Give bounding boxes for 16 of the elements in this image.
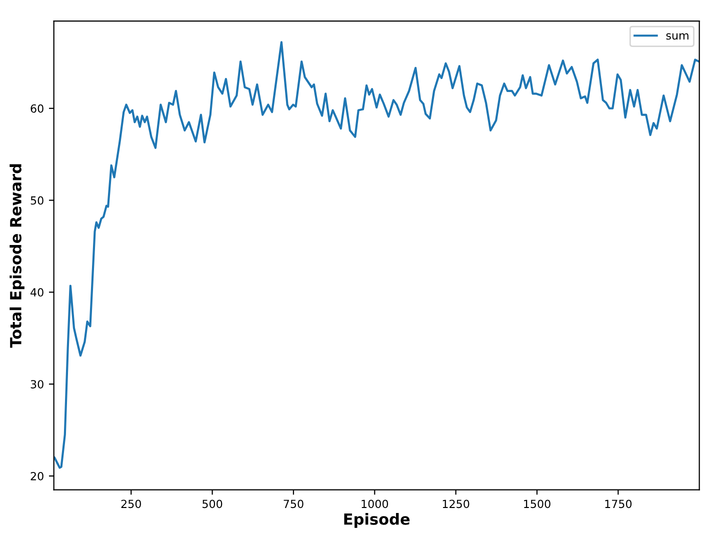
y-tick-label: 30	[30, 380, 44, 388]
x-tick-label: 1250	[442, 500, 470, 508]
x-axis-title: Episode	[344, 513, 410, 528]
line-series	[54, 41, 700, 469]
x-tick-label: 500	[202, 500, 222, 508]
y-tick-label: 40	[30, 288, 44, 297]
y-axis-title: Total Episode Reward	[10, 164, 24, 348]
x-tick-label: 750	[284, 500, 304, 508]
y-tick-label: 50	[30, 196, 44, 205]
legend-label: sum	[666, 33, 688, 40]
x-tick-label: 250	[121, 500, 141, 508]
x-tick-label: 1500	[524, 500, 550, 508]
x-tick-label: 1750	[605, 500, 632, 508]
y-tick-label: 20	[30, 472, 44, 480]
y-tick-label: 60	[30, 104, 44, 113]
x-tick-label: 1000	[362, 500, 388, 508]
